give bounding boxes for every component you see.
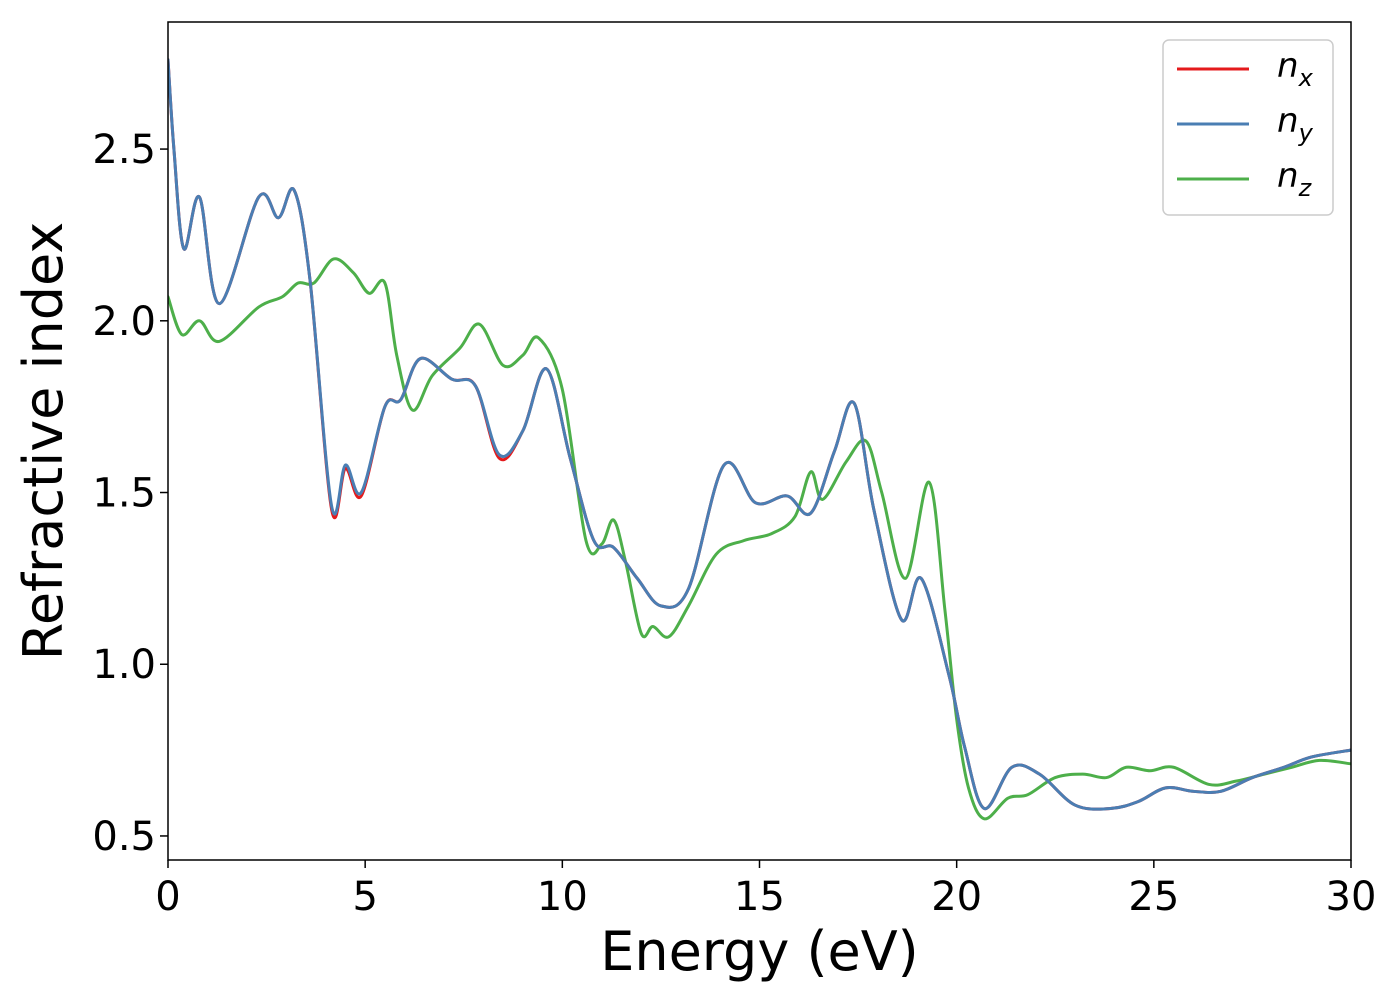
x-axis-title: Energy (eV) (600, 920, 919, 983)
x-tick-label: 20 (931, 874, 982, 920)
series-line-n_y (168, 58, 1351, 811)
x-tick-label: 15 (734, 874, 785, 920)
y-axis: 0.5 1.0 1.5 2.0 2.5 (92, 127, 168, 860)
x-tick-label: 0 (155, 874, 180, 920)
y-tick-label: 2.0 (92, 299, 156, 345)
legend-label: nz (1277, 156, 1313, 202)
y-tick-label: 0.5 (92, 814, 156, 860)
y-axis-title: Refractive index (12, 222, 75, 661)
legend: nx ny nz (1162, 39, 1334, 216)
y-tick-label: 2.5 (92, 127, 156, 173)
plot-area (168, 58, 1351, 821)
legend-label: ny (1277, 101, 1314, 147)
legend-label: nx (1277, 46, 1314, 92)
y-tick-label: 1.5 (92, 471, 156, 517)
x-tick-label: 5 (352, 874, 377, 920)
y-tick-label: 1.0 (92, 642, 156, 688)
series-line-n_z (168, 257, 1351, 821)
legend-box (1162, 39, 1334, 216)
x-tick-label: 30 (1326, 874, 1377, 920)
x-tick-label: 25 (1128, 874, 1179, 920)
x-axis: 0 5 10 15 20 25 30 (155, 860, 1376, 920)
x-tick-label: 10 (537, 874, 588, 920)
